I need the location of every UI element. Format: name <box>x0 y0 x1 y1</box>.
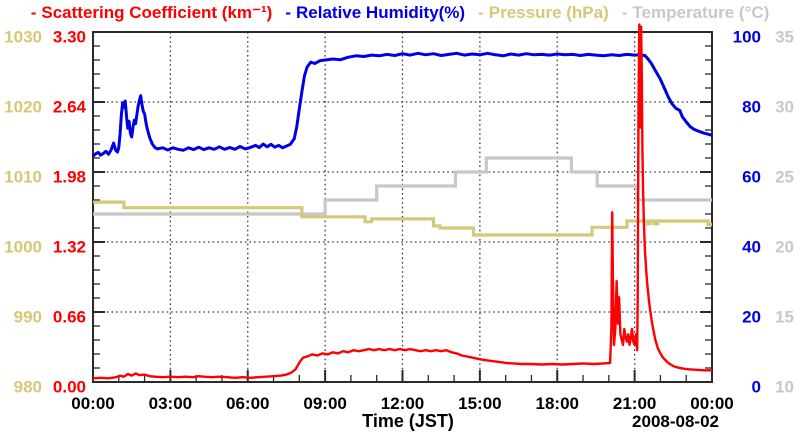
series-scattering-coefficient <box>92 23 712 380</box>
x-tick-label: 15:00 <box>458 394 501 413</box>
y-tick-label-temperature: 30 <box>775 97 794 116</box>
legend-item-pressure: - Pressure (hPa) <box>478 3 609 23</box>
y-tick-label-humidity: 60 <box>742 167 761 186</box>
label-layer: 10301020101010009909803.302.641.981.320.… <box>4 27 794 413</box>
series-pressure <box>93 200 712 237</box>
y-tick-label-scattering: 3.30 <box>53 27 86 46</box>
series-relative-humidity <box>92 51 713 158</box>
legend-item-temperature: - Temperature (°C) <box>622 3 770 23</box>
y-tick-label-humidity: 40 <box>742 237 761 256</box>
series-layer <box>92 23 713 380</box>
y-tick-label-temperature: 35 <box>775 27 794 46</box>
chart-legend: - Scattering Coefficient (km⁻¹) - Relative… <box>0 3 800 23</box>
x-tick-label: 09:00 <box>303 394 346 413</box>
x-tick-label: 18:00 <box>536 394 579 413</box>
y-tick-label-scattering: 0.66 <box>53 307 86 326</box>
legend-item-humidity: - Relative Humidity(%) <box>285 3 465 23</box>
y-tick-label-humidity: 0 <box>752 377 761 396</box>
legend-dash: - <box>478 3 484 22</box>
legend-dash: - <box>285 3 291 22</box>
y-tick-label-pressure: 1010 <box>4 167 42 186</box>
y-tick-label-humidity: 80 <box>742 97 761 116</box>
y-tick-label-pressure: 980 <box>14 377 42 396</box>
y-tick-label-temperature: 20 <box>775 237 794 256</box>
x-tick-label: 00:00 <box>690 394 733 413</box>
y-tick-label-pressure: 1020 <box>4 97 42 116</box>
series-temperature <box>93 156 712 216</box>
y-tick-label-scattering: 0.00 <box>53 377 86 396</box>
x-axis-title: Time (JST) <box>362 411 454 431</box>
x-tick-label: 21:00 <box>613 394 656 413</box>
y-tick-label-temperature: 15 <box>775 307 794 326</box>
legend-item-scattering: - Scattering Coefficient (km⁻¹) <box>31 3 273 23</box>
y-tick-label-temperature: 25 <box>775 167 794 186</box>
date-label: 2008-08-02 <box>632 412 719 431</box>
legend-label-temperature: Temperature (°C) <box>632 3 770 22</box>
legend-dash: - <box>30 3 37 22</box>
y-tick-label-pressure: 1030 <box>4 27 42 46</box>
legend-label-humidity: Relative Humidity(%) <box>296 3 466 22</box>
x-tick-label: 00:00 <box>71 394 114 413</box>
y-tick-label-scattering: 1.32 <box>53 237 86 256</box>
x-tick-label: 06:00 <box>226 394 269 413</box>
legend-dash: - <box>621 3 628 22</box>
y-tick-label-humidity: 20 <box>742 307 761 326</box>
legend-label-pressure: Pressure (hPa) <box>488 3 609 22</box>
y-tick-label-temperature: 10 <box>775 377 794 396</box>
y-tick-label-humidity: 100 <box>733 27 761 46</box>
chart-frame <box>92 31 713 383</box>
y-tick-label-scattering: 1.98 <box>53 167 86 186</box>
y-tick-label-pressure: 1000 <box>4 237 42 256</box>
y-tick-label-scattering: 2.64 <box>53 97 87 116</box>
x-tick-label: 12:00 <box>381 394 424 413</box>
legend-label-scattering: Scattering Coefficient (km⁻¹) <box>41 3 273 22</box>
y-tick-label-pressure: 990 <box>14 307 42 326</box>
x-tick-label: 03:00 <box>149 394 192 413</box>
